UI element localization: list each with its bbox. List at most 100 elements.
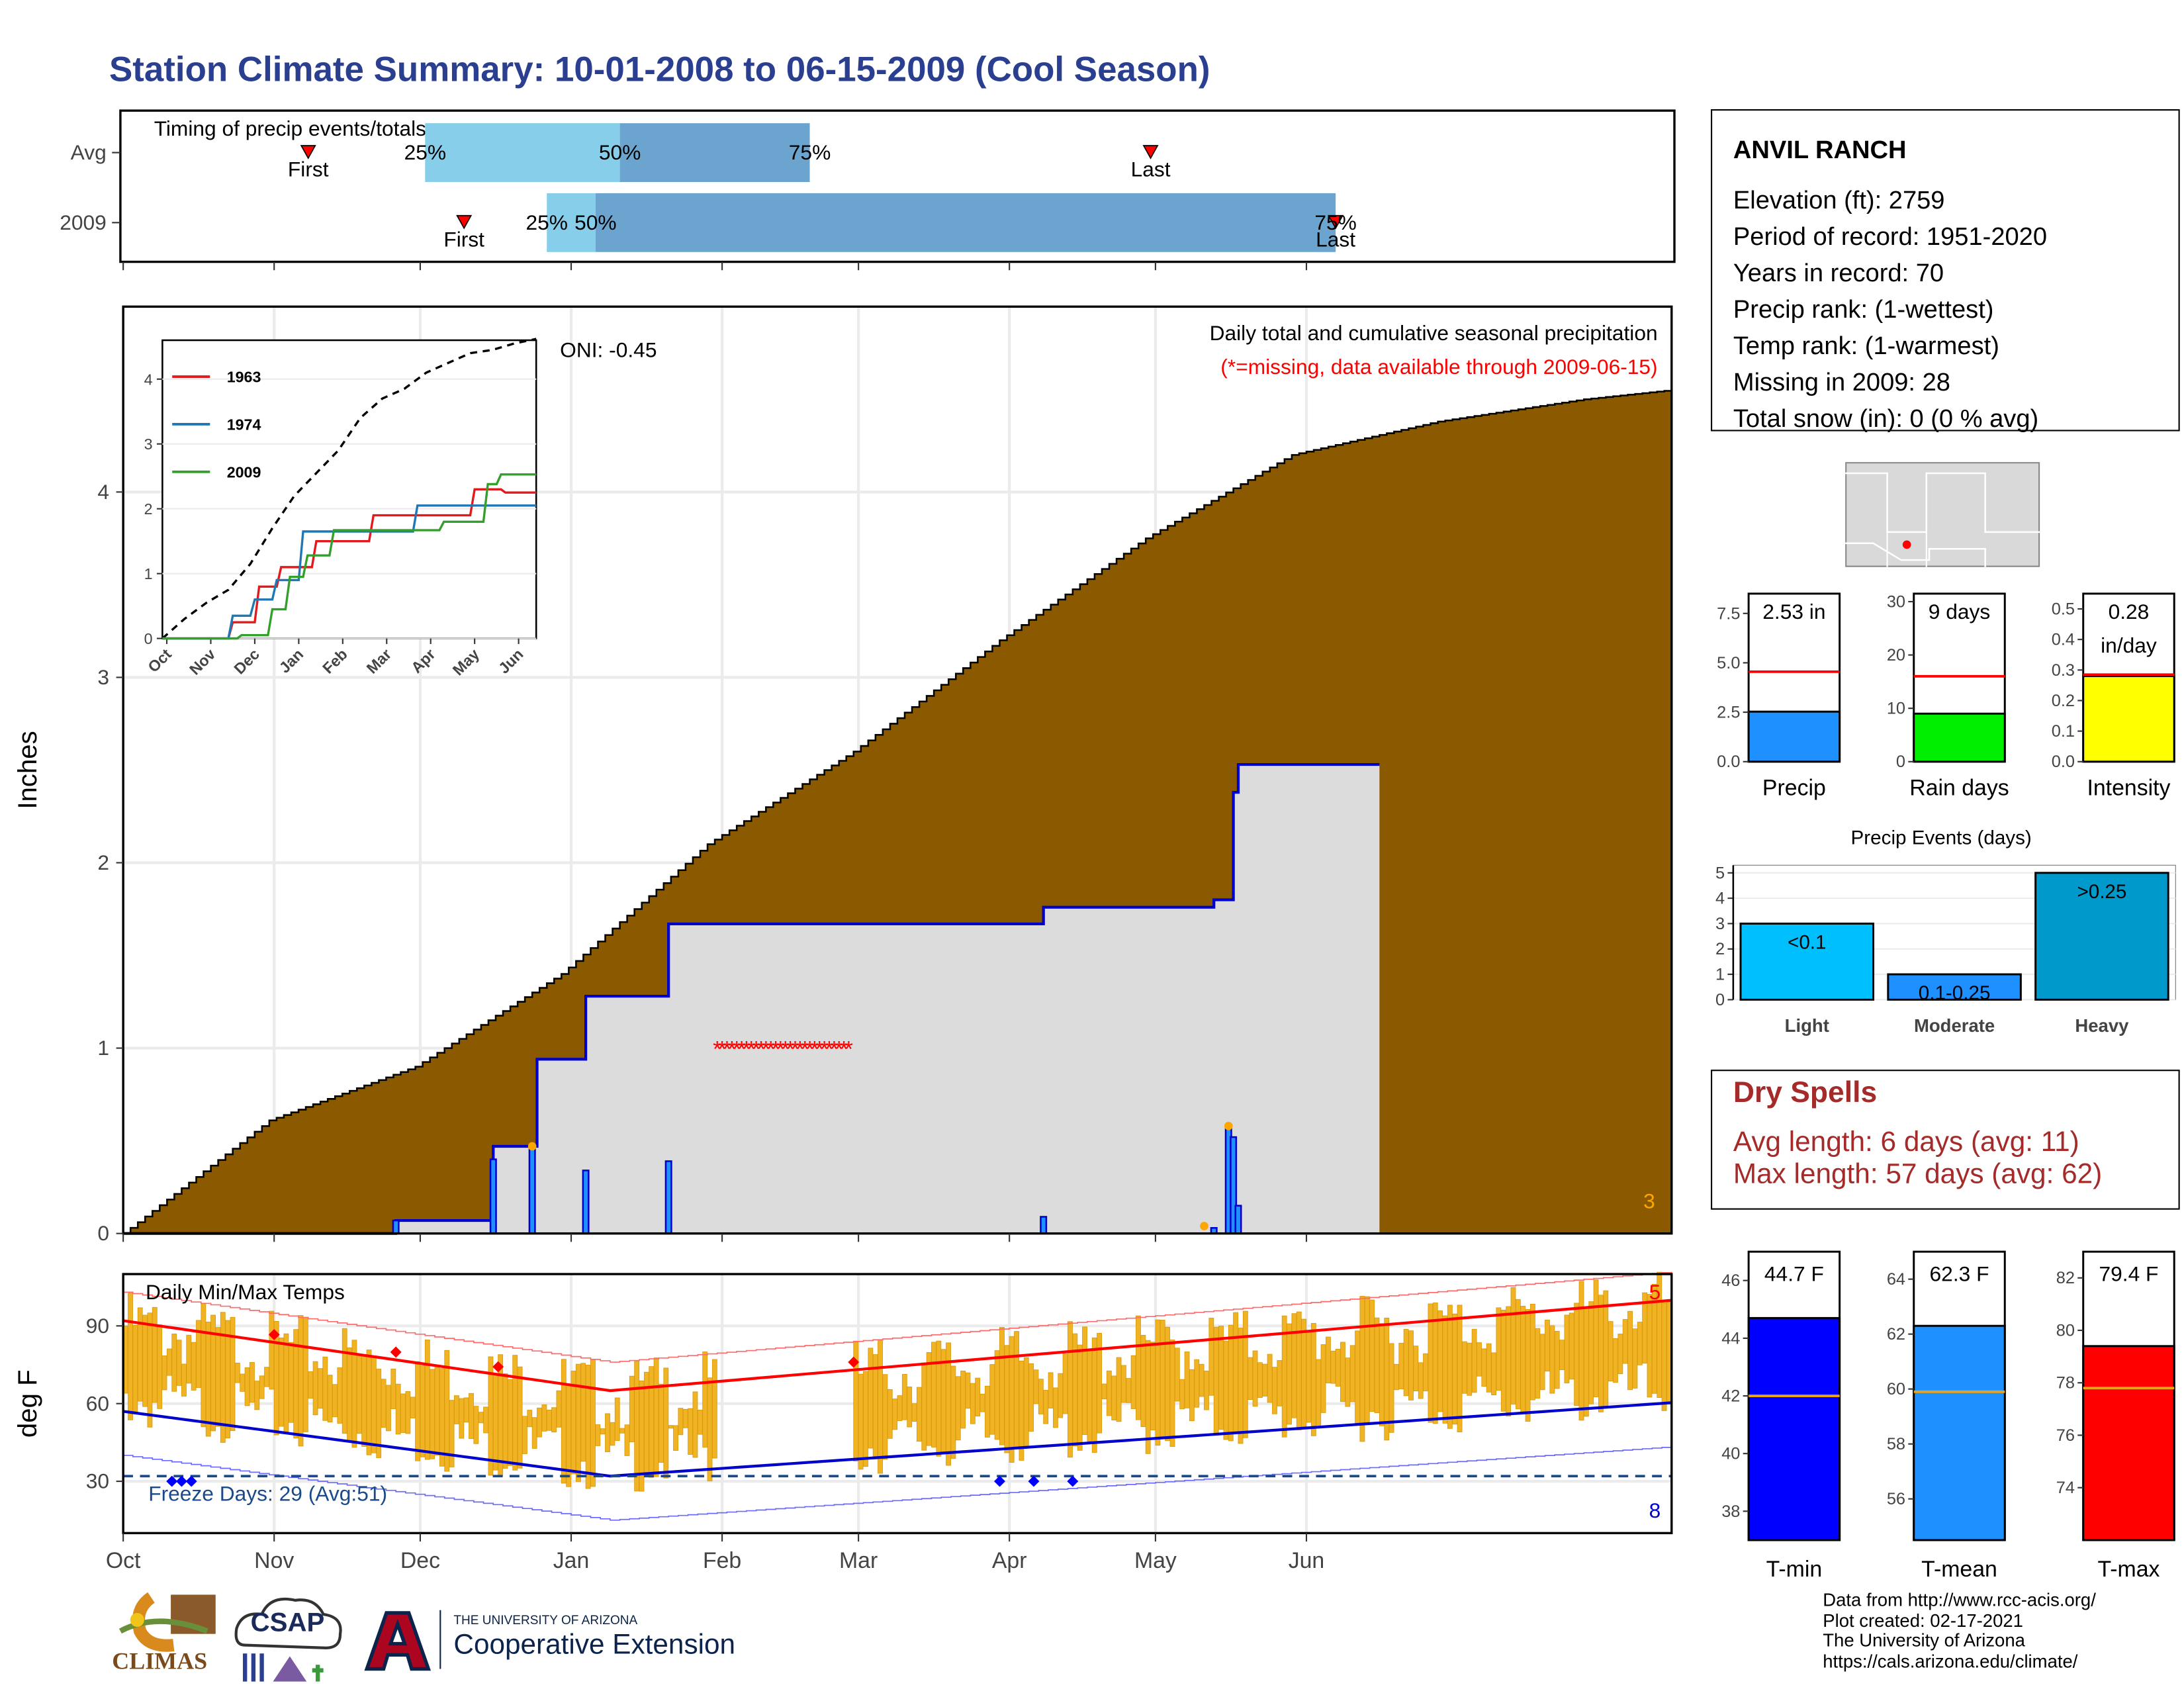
daily-temp-bar xyxy=(1310,1322,1316,1436)
daily-temp-bar xyxy=(634,1361,640,1492)
daily-temp-bar xyxy=(619,1428,625,1434)
daily-temp-bar xyxy=(1019,1360,1024,1461)
temp-summary-label: T-max xyxy=(2097,1557,2160,1582)
precip-y-tick-label: 0 xyxy=(97,1221,109,1245)
inset-y-tick-label: 3 xyxy=(144,436,153,453)
daily-temp-bar xyxy=(318,1368,323,1409)
temp-summary-value-label: 79.4 F xyxy=(2099,1262,2159,1286)
daily-temp-bar xyxy=(341,1328,347,1434)
daily-temp-bar xyxy=(950,1365,956,1459)
timing-label-p50: 50% xyxy=(574,210,616,234)
daily-temp-bar xyxy=(585,1365,591,1489)
temp-x-tick-label: Feb xyxy=(703,1548,741,1573)
daily-temp-bar xyxy=(546,1409,552,1431)
daily-temp-bar xyxy=(298,1315,304,1447)
daily-temp-bar xyxy=(478,1412,484,1424)
daily-temp-bar xyxy=(1023,1357,1029,1449)
daily-temp-bar xyxy=(132,1324,138,1414)
daily-temp-bar xyxy=(161,1355,167,1391)
footer-line-2: Plot created: 02-17-2021 xyxy=(1823,1609,2023,1631)
daily-temp-bar xyxy=(351,1340,357,1448)
daily-temp-bar xyxy=(395,1383,401,1435)
daily-temp-bar xyxy=(595,1424,601,1446)
record-max-line xyxy=(123,1271,1672,1363)
daily-temp-bar xyxy=(1296,1311,1302,1430)
temp-panel: 30 60 90 Oct Nov Dec Jan Feb Mar Apr May Jun deg F Da… xyxy=(13,1271,1673,1573)
daily-temp-bar xyxy=(308,1371,314,1399)
daily-temp-bar xyxy=(1316,1359,1322,1426)
summary-bar-tick-label: 0.1 xyxy=(2052,722,2075,741)
daily-temp-bar xyxy=(1087,1349,1093,1442)
missing-marker: * xyxy=(762,1036,770,1062)
station-info-box: ANVIL RANCH Elevation (ft): 2759 Period … xyxy=(1711,109,2180,433)
timing-label-first: First xyxy=(288,158,329,181)
inset-y-tick-label: 2 xyxy=(144,500,153,518)
events-bar xyxy=(2034,872,2169,1001)
missing-marker: * xyxy=(839,1036,848,1062)
daily-temp-bar xyxy=(1549,1325,1555,1394)
temp-summary-tick-label: 62 xyxy=(1887,1325,1905,1344)
temp-summary-bar xyxy=(2082,1345,2175,1541)
temp-summary-tick-label: 76 xyxy=(2056,1426,2075,1445)
daily-temp-bar xyxy=(1349,1345,1355,1402)
summary-bar-value-label: 0.28 xyxy=(2109,600,2150,623)
daily-temp-bar xyxy=(420,1365,426,1457)
events-y-tick-label: 5 xyxy=(1715,864,1725,882)
daily-temp-bar xyxy=(1423,1353,1428,1392)
daily-temp-bar xyxy=(653,1357,659,1477)
missing-marker: * xyxy=(756,1036,765,1062)
daily-temp-bar xyxy=(901,1373,907,1420)
daily-temp-bar xyxy=(1374,1317,1380,1414)
summary-bar-tick-label: 5.0 xyxy=(1717,654,1740,672)
daily-temp-bar xyxy=(1306,1332,1312,1423)
normal-max-line xyxy=(122,1299,1672,1393)
daily-temp-bar xyxy=(1228,1324,1234,1442)
temp-summary-tick-label: 40 xyxy=(1721,1445,1740,1463)
timing-row-label: Avg xyxy=(71,140,107,164)
temp-x-tick-label: Jan xyxy=(553,1548,590,1573)
daily-temp-bar xyxy=(1120,1365,1126,1403)
daily-temp-bar xyxy=(1174,1348,1180,1402)
daily-temp-bar xyxy=(1461,1341,1467,1394)
daily-temp-bar xyxy=(415,1361,421,1461)
temp-y-tick-label: 60 xyxy=(86,1391,109,1415)
daily-temp-bar xyxy=(960,1371,966,1429)
daily-temp-bar xyxy=(1208,1318,1214,1396)
daily-max-marker xyxy=(527,1142,537,1151)
daily-temp-bar xyxy=(454,1395,459,1424)
record-min-marker xyxy=(166,1475,178,1487)
daily-temp-bar xyxy=(269,1310,275,1390)
daily-temp-bar xyxy=(1364,1296,1370,1424)
freeze-days-label: Freeze Days: 29 (Avg:51) xyxy=(148,1482,387,1506)
daily-temp-bar xyxy=(1457,1305,1463,1432)
temp-y-tick-label: 30 xyxy=(86,1469,109,1493)
temp-summary-label: T-min xyxy=(1766,1557,1823,1582)
timing-label-first: First xyxy=(443,227,484,251)
timing-bar-q1 xyxy=(425,123,620,183)
daily-temp-bar xyxy=(624,1424,630,1456)
daily-precip-bar xyxy=(1040,1216,1048,1234)
daily-temp-bar xyxy=(1554,1330,1560,1389)
daily-temp-bar xyxy=(892,1399,898,1430)
daily-temp-bar xyxy=(1661,1302,1667,1411)
missing-marker: * xyxy=(718,1036,727,1062)
daily-temp-bar xyxy=(692,1391,698,1458)
daily-max-marker xyxy=(1200,1222,1208,1230)
daily-temp-bar xyxy=(984,1385,990,1438)
temp-summary-bars: 44.7 F 38 40 42 44 46 T-min 62.3 F 56 58 60 62 64 T-m… xyxy=(1721,1250,2175,1582)
daily-temp-bar xyxy=(1632,1328,1638,1389)
missing-marker: * xyxy=(801,1036,809,1062)
daily-temp-bar xyxy=(1598,1295,1604,1412)
temp-x-tick-label: Jun xyxy=(1289,1548,1325,1573)
temp-summary-value-label: 62.3 F xyxy=(1930,1262,1989,1286)
daily-temp-bar xyxy=(171,1333,177,1392)
daily-temp-bar xyxy=(1301,1318,1307,1429)
timing-label-p75: 75% xyxy=(1314,210,1356,234)
missing-marker: * xyxy=(805,1036,814,1062)
daily-temp-bar xyxy=(312,1361,318,1416)
events-bar-label: <0.1 xyxy=(1788,932,1826,954)
daily-temp-bar xyxy=(215,1327,221,1427)
daily-temp-bar xyxy=(1603,1290,1609,1407)
temp-chart-title: Daily Min/Max Temps xyxy=(146,1280,345,1304)
ua-divider xyxy=(439,1610,441,1669)
